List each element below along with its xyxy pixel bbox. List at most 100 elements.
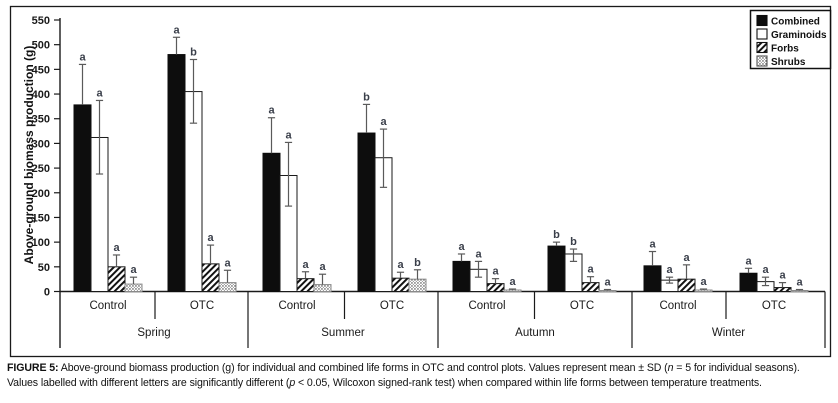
figure-caption-label: FIGURE 5: bbox=[7, 362, 59, 374]
treatment-label: Control bbox=[659, 300, 696, 312]
bar-combined bbox=[643, 265, 662, 292]
y-tick-label: 100 bbox=[32, 237, 50, 249]
caption-line2-pre: Values labelled with different letters a… bbox=[7, 376, 290, 389]
significance-letter: b bbox=[190, 46, 197, 58]
significance-letter: a bbox=[207, 232, 214, 244]
y-tick-label: 150 bbox=[32, 212, 50, 224]
significance-letter: b bbox=[553, 229, 560, 241]
legend-label: Forbs bbox=[771, 44, 799, 55]
significance-letter: a bbox=[113, 242, 120, 254]
season-label: Autumn bbox=[515, 327, 555, 339]
bar-combined bbox=[73, 104, 92, 292]
significance-letter: a bbox=[604, 277, 611, 289]
significance-letter: a bbox=[380, 116, 387, 128]
bar-group-autumn-otc: bb aa OTC bbox=[547, 229, 617, 312]
caption-line1-post: = 5 for individual seasons). bbox=[673, 362, 800, 374]
significance-letter: a bbox=[397, 259, 404, 271]
y-tick-label: 550 bbox=[32, 15, 50, 27]
significance-letter: a bbox=[475, 248, 482, 260]
significance-letter: a bbox=[302, 259, 309, 271]
significance-letter: a bbox=[666, 264, 673, 276]
legend-label: Graminoids bbox=[771, 30, 827, 41]
significance-letter: a bbox=[700, 276, 707, 288]
bar-shrubs bbox=[790, 290, 809, 293]
figure-caption: FIGURE 5: Above-ground biomass productio… bbox=[7, 361, 833, 390]
bar-shrubs bbox=[218, 282, 237, 292]
legend-label: Combined bbox=[771, 17, 820, 28]
biomass-bar-chart: 0 50 100 150 200 250 300 350 400 450 500 550 Above-g… bbox=[9, 5, 832, 358]
bar-combined bbox=[739, 272, 758, 292]
legend: Combined Graminoids Forbs Shrubs bbox=[749, 9, 832, 70]
significance-letter: a bbox=[745, 255, 752, 267]
significance-letter: a bbox=[649, 239, 656, 251]
bar-shrubs bbox=[598, 290, 617, 293]
y-tick-label: 500 bbox=[32, 40, 50, 52]
significance-letter: a bbox=[587, 264, 594, 276]
season-label: Spring bbox=[137, 327, 170, 339]
significance-letter: a bbox=[458, 241, 465, 253]
caption-line2-post: < 0.05, Wilcoxon signed-rank test) when … bbox=[295, 376, 762, 389]
bar-forbs bbox=[201, 263, 220, 292]
significance-letter: a bbox=[173, 24, 180, 36]
bar-forbs bbox=[581, 282, 600, 292]
bar-combined bbox=[262, 152, 281, 292]
bar-forbs bbox=[391, 277, 410, 292]
bar-forbs bbox=[296, 278, 315, 293]
significance-letter: a bbox=[492, 266, 499, 278]
y-tick-label: 0 bbox=[44, 287, 50, 299]
significance-letter: a bbox=[796, 277, 803, 289]
treatment-label: OTC bbox=[570, 300, 594, 312]
figure-border bbox=[9, 5, 832, 358]
significance-letter: b bbox=[363, 91, 370, 103]
legend-swatch-forbs bbox=[756, 41, 768, 54]
treatment-label: OTC bbox=[380, 300, 404, 312]
significance-letter: a bbox=[268, 105, 275, 117]
y-tick-label: 450 bbox=[32, 64, 50, 76]
significance-letter: a bbox=[683, 252, 690, 264]
bar-forbs bbox=[486, 283, 505, 292]
y-axis-title: Above-ground biomass production (g) bbox=[22, 46, 36, 265]
bar-forbs bbox=[773, 287, 792, 292]
y-tick-label: 400 bbox=[32, 89, 50, 101]
bar-shrubs bbox=[408, 278, 427, 292]
bar-forbs bbox=[107, 266, 126, 292]
y-tick-label: 200 bbox=[32, 188, 50, 200]
season-label: Summer bbox=[321, 327, 365, 339]
legend-label: Shrubs bbox=[771, 57, 806, 68]
y-tick-label: 50 bbox=[38, 262, 50, 274]
bar-shrubs bbox=[694, 289, 713, 293]
legend-swatch-shrubs bbox=[756, 55, 768, 67]
season-label: Winter bbox=[712, 327, 745, 339]
treatment-label: Control bbox=[278, 300, 315, 312]
y-axis: 0 50 100 150 200 250 300 350 400 450 500 550 Above-g… bbox=[22, 15, 61, 348]
caption-n-variable: n bbox=[667, 362, 674, 374]
y-tick-label: 300 bbox=[32, 138, 50, 150]
significance-letter: a bbox=[509, 276, 516, 288]
significance-letter: a bbox=[224, 257, 231, 269]
bar-combined bbox=[167, 54, 186, 292]
significance-letter: a bbox=[130, 264, 137, 276]
significance-letter: a bbox=[762, 264, 769, 276]
y-tick-label: 250 bbox=[32, 163, 50, 175]
significance-letter: b bbox=[570, 236, 577, 248]
legend-swatch-combined bbox=[756, 14, 768, 27]
treatment-label: Control bbox=[89, 300, 126, 312]
significance-letter: a bbox=[96, 87, 103, 99]
bar-forbs bbox=[677, 278, 696, 292]
bar-combined bbox=[452, 260, 471, 293]
significance-letter: a bbox=[79, 51, 86, 63]
treatment-label: Control bbox=[468, 300, 505, 312]
significance-letter: a bbox=[779, 270, 786, 282]
significance-letter: a bbox=[319, 261, 326, 273]
bar-shrubs bbox=[313, 284, 332, 292]
legend-swatch-graminoids bbox=[756, 28, 768, 40]
y-tick-label: 350 bbox=[32, 114, 50, 126]
